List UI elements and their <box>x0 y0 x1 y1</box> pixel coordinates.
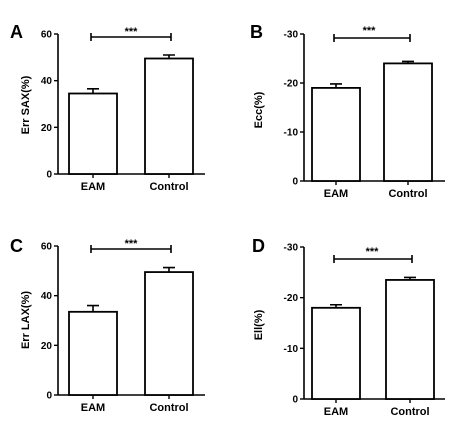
y-axis-label: Ell(%) <box>253 309 265 340</box>
category-label: Control <box>149 402 188 414</box>
y-axis-label: Err LAX(%) <box>20 291 32 349</box>
panel-letter: C <box>10 236 23 256</box>
y-tick-label: 0 <box>292 177 298 188</box>
significance-label: *** <box>125 26 139 38</box>
y-tick-label: 40 <box>41 291 53 302</box>
category-label: EAM <box>81 181 105 193</box>
bar <box>385 279 435 400</box>
bar <box>311 87 361 182</box>
error-bar <box>163 266 175 273</box>
panel-letter: D <box>252 236 265 256</box>
panel-a: A Err SAX(%) *** 0 20 40 60 EAM Control <box>10 22 205 193</box>
y-tick-label: 0 <box>46 391 52 402</box>
error-bar <box>402 60 414 64</box>
category-label: EAM <box>324 406 348 418</box>
y-tick-label: -10 <box>284 344 299 355</box>
error-bar <box>404 276 416 280</box>
y-tick-label: 20 <box>41 123 53 134</box>
y-axis-label: Ecc(%) <box>253 91 265 128</box>
y-tick-label: -30 <box>284 30 299 41</box>
bar <box>311 306 361 400</box>
significance-label: *** <box>125 238 139 250</box>
bar <box>383 62 433 182</box>
significance-label: *** <box>366 246 380 258</box>
bar <box>144 271 194 396</box>
panel-letter: B <box>250 22 263 42</box>
bar <box>68 92 118 175</box>
error-bar <box>330 303 342 308</box>
bar <box>68 310 118 396</box>
y-tick-label: -20 <box>284 293 299 304</box>
significance-bracket <box>333 255 413 263</box>
panel-c: C Err LAX(%) *** 0 20 40 60 EAM Control <box>10 236 205 414</box>
category-label: Control <box>388 188 427 200</box>
y-tick-label: 60 <box>41 242 53 253</box>
category-label: EAM <box>81 402 105 414</box>
y-tick-label: 20 <box>41 341 53 352</box>
error-bar <box>87 88 99 94</box>
error-bar <box>163 54 175 59</box>
panel-d: D Ell(%) *** 0 -10 -20 -30 EAM Control <box>252 236 445 418</box>
significance-bracket <box>90 245 172 253</box>
y-tick-label: -30 <box>284 243 299 254</box>
y-tick-label: 0 <box>292 395 298 406</box>
panel-letter: A <box>10 22 23 42</box>
panel-b: B Ecc(%) *** 0 -10 -20 -30 EAM Control <box>250 22 445 200</box>
y-tick-label: 0 <box>46 170 52 181</box>
significance-bracket <box>333 34 411 42</box>
category-label: Control <box>149 181 188 193</box>
error-bar <box>330 83 342 88</box>
y-tick-label: 40 <box>41 76 53 87</box>
y-tick-label: 60 <box>41 30 53 41</box>
category-label: EAM <box>324 188 348 200</box>
significance-label: *** <box>363 25 377 37</box>
y-tick-label: -20 <box>284 79 299 90</box>
y-axis-label: Err SAX(%) <box>20 75 32 134</box>
bar <box>144 57 194 175</box>
y-tick-label: -10 <box>284 128 299 139</box>
category-label: Control <box>390 406 429 418</box>
error-bar <box>87 304 99 312</box>
significance-bracket <box>90 33 172 41</box>
